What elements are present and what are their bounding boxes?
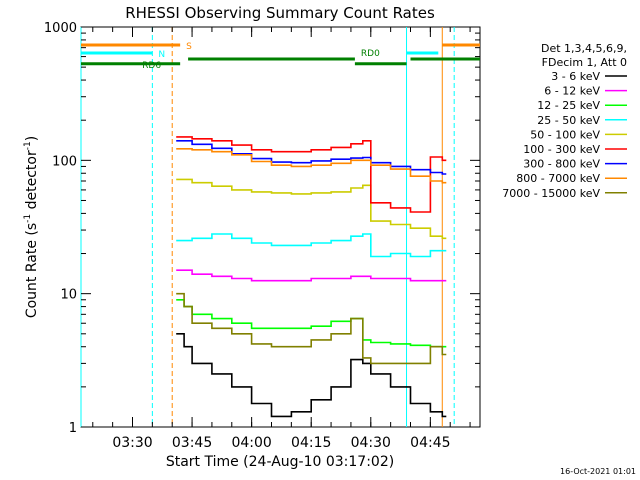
series-group	[176, 136, 447, 418]
series-line	[176, 233, 447, 258]
legend-label: 800 - 7000 keV	[516, 172, 600, 185]
y-axis-label-part: )	[24, 136, 40, 141]
y-axis-label-part: detector	[24, 150, 40, 214]
legend-header-line: FDecim 1, Att 0	[542, 56, 627, 69]
status-bar-group: S N RD0 RD6	[81, 42, 480, 71]
y-axis-label-part: Count Rate (s	[24, 223, 40, 318]
series-line	[176, 269, 447, 282]
legend-label: 50 - 100 keV	[530, 128, 600, 141]
plot-area-group	[80, 26, 481, 428]
series-line	[176, 148, 447, 184]
legend-label: 12 - 25 keV	[537, 99, 600, 112]
legend-label: 6 - 12 keV	[544, 85, 600, 98]
x-tick-label: 03:45	[172, 435, 212, 451]
series-line	[176, 333, 447, 418]
y-tick-label: 1	[69, 421, 77, 436]
x-axis-label: Start Time (24-Aug-10 03:17:02)	[166, 454, 394, 470]
chart-title: RHESSI Observing Summary Count Rates	[125, 4, 435, 22]
x-axis: 03:30 03:45 04:00 04:15 04:30 04:45	[92, 27, 471, 451]
legend: Det 1,3,4,5,6,9, FDecim 1, Att 0 3 - 6 k…	[502, 42, 627, 200]
y-axis-label-sup: -1	[23, 141, 33, 150]
legend-label: 3 - 6 keV	[551, 70, 600, 83]
legend-label: 300 - 800 keV	[523, 158, 600, 171]
y-tick-label: 1000	[44, 21, 77, 36]
x-tick-label: 04:00	[231, 435, 271, 451]
status-bar-label: N	[158, 50, 165, 60]
y-tick-label: 100	[52, 154, 77, 169]
x-tick-label: 04:30	[351, 435, 391, 451]
y-axis: 1 10 100 1000	[44, 21, 480, 436]
status-bar-label: RD0	[361, 49, 380, 59]
legend-label: 100 - 300 keV	[523, 143, 600, 156]
y-axis-label-sup: -1	[23, 214, 33, 223]
legend-header-line: Det 1,3,4,5,6,9,	[541, 42, 627, 55]
y-tick-label: 10	[60, 288, 77, 303]
x-tick-label: 04:15	[291, 435, 331, 451]
y-axis-label: Count Rate (s-1 detector-1)	[23, 136, 40, 318]
legend-label: 25 - 50 keV	[537, 114, 600, 127]
status-bar-label: RD6	[142, 61, 161, 71]
plot-frame	[80, 26, 481, 428]
series-line	[176, 136, 447, 213]
footer-timestamp: 16-Oct-2021 01:01	[560, 467, 636, 476]
event-line-group	[80, 27, 455, 427]
x-tick-label: 03:30	[112, 435, 152, 451]
x-tick-label: 04:45	[410, 435, 450, 451]
status-bar-label: S	[186, 42, 192, 52]
legend-label: 7000 - 15000 keV	[502, 187, 600, 200]
series-line	[176, 178, 447, 240]
series-line	[176, 299, 447, 348]
series-line	[176, 292, 447, 365]
